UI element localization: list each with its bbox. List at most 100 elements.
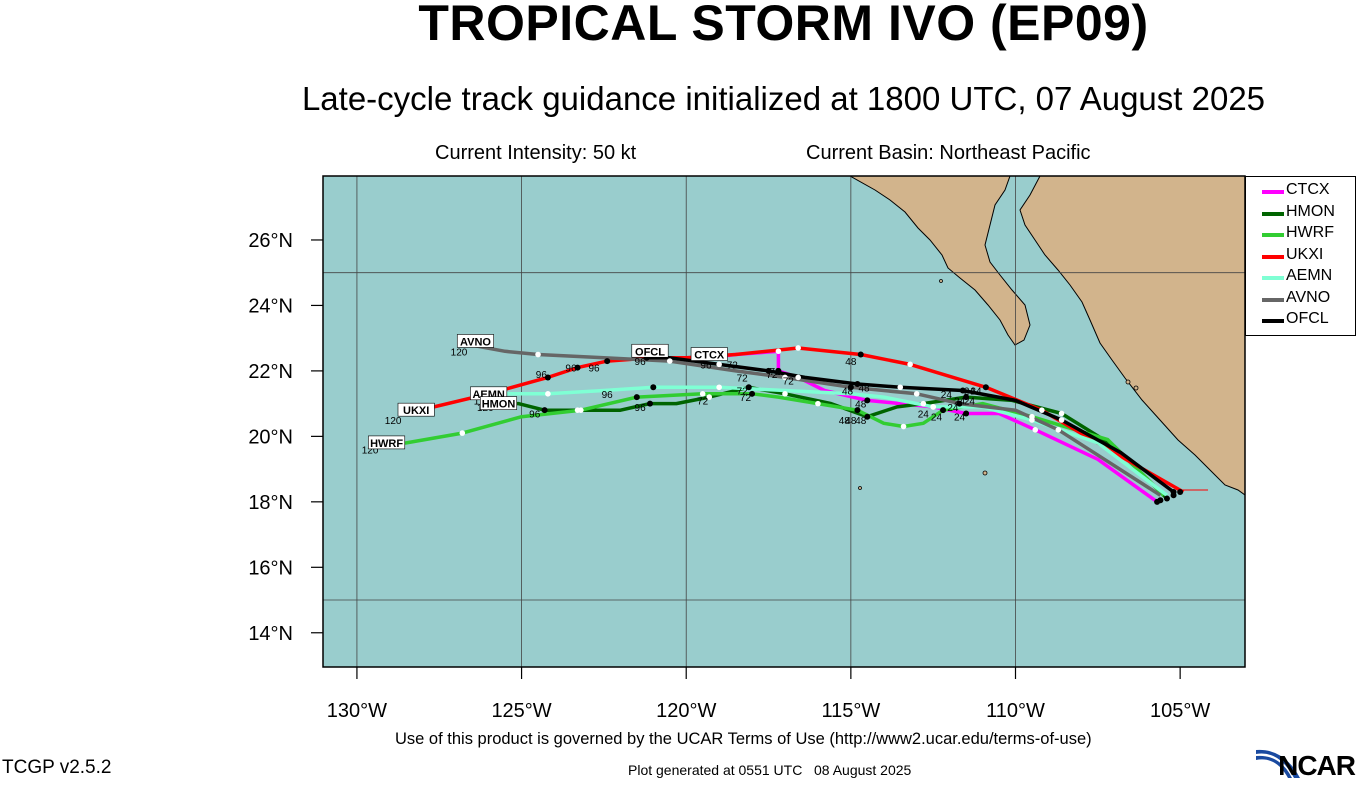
- track-tag-label: HWRF: [370, 438, 403, 450]
- legend-item-hmon: HMON: [1246, 203, 1354, 223]
- track-point-24h: [864, 413, 871, 420]
- island: [1125, 379, 1131, 385]
- forecast-hour-label: 24: [947, 403, 959, 414]
- ncar-swoosh-icon: [1256, 749, 1300, 778]
- lon-tick-label: 130°W: [327, 700, 387, 722]
- legend-item-ctcx: CTCX: [1246, 181, 1354, 201]
- track-point-12h: [666, 358, 673, 364]
- legend-item-hwrf: HWRF: [1246, 224, 1354, 244]
- track-point-12h: [930, 404, 936, 410]
- track-tag-label: OFCL: [635, 346, 665, 358]
- legend-label: AEMN: [1286, 267, 1333, 284]
- track-point-12h: [706, 394, 713, 400]
- legend-item-aemn: AEMN: [1246, 267, 1354, 287]
- track-tag-ofcl: OFCL: [631, 343, 669, 358]
- forecast-hour-label: 48: [845, 357, 857, 368]
- forecast-hour-label: 96: [536, 370, 548, 381]
- track-point-24h: [646, 400, 653, 407]
- lon-tick-label: 125°W: [491, 700, 551, 722]
- track-point-12h: [535, 351, 541, 358]
- forecast-hour-label: 24: [931, 413, 943, 424]
- track-point-24h: [650, 384, 657, 391]
- track-point-24h: [775, 367, 782, 374]
- track-point-12h: [578, 407, 584, 413]
- track-point-12h: [716, 384, 722, 391]
- legend-swatch: [1262, 319, 1284, 323]
- legend-item-avno: AVNO: [1246, 289, 1354, 309]
- track-tag-label: AVNO: [460, 336, 491, 348]
- legend-swatch: [1262, 190, 1284, 194]
- forecast-hour-label: 24: [941, 390, 953, 401]
- forecast-hour-label: 72: [740, 393, 752, 404]
- track-point-12h: [782, 374, 788, 381]
- land-layer: [848, 176, 1245, 496]
- version-label: TCGP v2.5.2: [2, 757, 112, 778]
- track-tag-hmon: HMON: [480, 396, 518, 411]
- track-point-24h: [544, 374, 551, 381]
- legend-label: OFCL: [1286, 310, 1329, 327]
- forecast-hour-label: 96: [635, 357, 647, 368]
- lat-tick-label: 14°N: [248, 623, 293, 645]
- island: [858, 486, 862, 490]
- forecast-hour-label: 96: [529, 409, 541, 420]
- track-point-24h: [749, 390, 756, 397]
- legend-swatch: [1262, 233, 1284, 237]
- lat-tick-label: 24°N: [248, 295, 293, 317]
- island: [1133, 385, 1139, 391]
- track-point-12h: [920, 400, 927, 407]
- track-point-12h: [907, 361, 913, 368]
- track-point-12h: [795, 374, 801, 381]
- track-point-12h: [545, 391, 551, 397]
- track-point-24h: [982, 384, 989, 391]
- forecast-hour-label: 72: [766, 370, 778, 381]
- track-point-12h: [1029, 417, 1035, 423]
- track-point-12h: [815, 400, 821, 407]
- track-point-24h: [574, 364, 581, 371]
- lat-tick-label: 26°N: [248, 230, 293, 252]
- track-point-12h: [1058, 417, 1065, 423]
- forecast-hour-label: 72: [697, 396, 709, 407]
- forecast-hour-label: 48: [855, 400, 867, 411]
- island: [982, 470, 988, 476]
- track-tag-avno: AVNO: [456, 334, 494, 348]
- track-point-24h: [745, 384, 752, 391]
- lon-tick-label: 105°W: [1150, 700, 1210, 722]
- legend-label: HMON: [1286, 202, 1335, 220]
- initial-position-point: [1177, 489, 1184, 496]
- track-point-12h: [699, 391, 706, 397]
- legend-item-ofcl: OFCL: [1246, 310, 1354, 330]
- forecast-hour-label: 96: [635, 403, 647, 414]
- forecast-hour-label: 72: [737, 373, 749, 384]
- track-tag-label: UKXI: [403, 405, 429, 417]
- initial-position-point: [1163, 495, 1170, 502]
- forecast-hour-label: 120: [385, 416, 402, 427]
- track-point-24h: [633, 394, 640, 401]
- lon-tick-label: 110°W: [986, 700, 1045, 722]
- track-point-12h: [1058, 410, 1065, 417]
- initial-position-point: [1170, 492, 1177, 499]
- forecast-hour-label: 48: [839, 416, 851, 427]
- track-tag-label: HMON: [482, 399, 516, 411]
- baja-california: [848, 176, 1031, 346]
- current-intensity: Current Intensity: 50 kt: [435, 142, 637, 164]
- track-point-12h: [795, 345, 801, 351]
- current-basin: Current Basin: Northeast Pacific: [806, 142, 1091, 164]
- track-point-12h: [782, 391, 788, 397]
- legend-label: HWRF: [1286, 224, 1334, 241]
- forecast-hour-label: 24: [918, 409, 930, 420]
- map-title: TROPICAL STORM IVO (EP09): [418, 0, 1149, 51]
- lat-tick-label: 16°N: [248, 557, 293, 579]
- mexico-mainland: [1019, 176, 1245, 496]
- track-point-12h: [459, 430, 466, 436]
- track-tag-hwrf: HWRF: [368, 435, 406, 450]
- forecast-hour-label: 96: [602, 390, 614, 401]
- axes: 14°N 16°N 18°N 20°N 22°N 24°N 26°N 130°W 125°W 12…: [248, 230, 1210, 722]
- lat-tick-label: 22°N: [248, 361, 293, 383]
- track-point-12h: [897, 384, 904, 391]
- forecast-hour-label: 120: [362, 445, 379, 456]
- legend-label: CTCX: [1286, 181, 1330, 198]
- track-point-24h: [854, 407, 861, 414]
- forecast-hour-label: 120: [451, 347, 468, 358]
- forecast-hour-label: 24: [970, 387, 982, 398]
